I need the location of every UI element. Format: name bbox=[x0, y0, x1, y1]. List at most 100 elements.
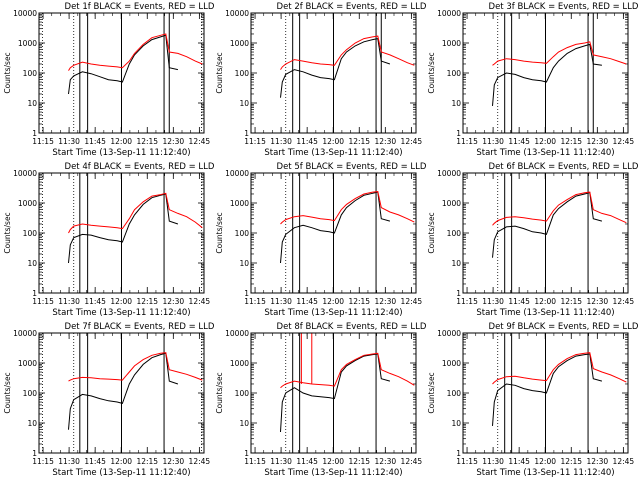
y-tick-label: 10000 bbox=[13, 9, 37, 18]
chart-panel-8: Det 8f BLACK = Events, RED = LLD Counts/s… bbox=[215, 322, 427, 478]
y-tick-label: 10000 bbox=[437, 329, 461, 338]
x-tick-label: 12:15 bbox=[348, 297, 370, 306]
plot-frame bbox=[462, 12, 629, 134]
x-tick-label: 12:45 bbox=[613, 137, 635, 146]
y-axis-label: Counts/sec bbox=[3, 212, 12, 253]
x-tick-label: 12:15 bbox=[560, 297, 582, 306]
x-tick-label: 12:00 bbox=[534, 297, 556, 306]
x-axis-label: Start Time (13-Sep-11 11:12:40) bbox=[52, 148, 190, 158]
x-tick-label: 12:45 bbox=[401, 297, 423, 306]
y-tick-label: 1000 bbox=[442, 39, 461, 48]
y-tick-label: 100 bbox=[23, 389, 38, 398]
x-tick-label: 11:15 bbox=[244, 137, 266, 146]
y-axis-label: Counts/sec bbox=[3, 372, 12, 413]
events-line bbox=[280, 191, 391, 264]
y-axis-label: Counts/sec bbox=[215, 212, 224, 253]
x-tick-label: 12:15 bbox=[560, 457, 582, 466]
y-tick-label: 10 bbox=[27, 419, 37, 428]
x-tick-label: 11:15 bbox=[244, 457, 266, 466]
x-tick-label: 11:15 bbox=[32, 297, 54, 306]
x-tick-label: 11:45 bbox=[296, 137, 318, 146]
x-tick-label: 12:15 bbox=[348, 457, 370, 466]
y-tick-label: 100 bbox=[23, 229, 38, 238]
x-tick-label: 12:45 bbox=[613, 457, 635, 466]
chart-panel-1: Det 1f BLACK = Events, RED = LLD Counts/s… bbox=[3, 2, 215, 158]
x-tick-label: 12:45 bbox=[613, 297, 635, 306]
y-tick-label: 1 bbox=[244, 129, 249, 138]
y-tick-label: 1000 bbox=[230, 39, 249, 48]
chart-panel-5: Det 5f BLACK = Events, RED = LLD Counts/s… bbox=[215, 162, 427, 318]
x-tick-label: 11:30 bbox=[482, 137, 504, 146]
y-tick-label: 10 bbox=[239, 99, 249, 108]
chart-panel-3: Det 3f BLACK = Events, RED = LLD Counts/s… bbox=[427, 2, 639, 158]
x-axis-label: Start Time (13-Sep-11 11:12:40) bbox=[476, 468, 614, 478]
x-tick-label: 12:15 bbox=[348, 137, 370, 146]
y-tick-label: 1000 bbox=[18, 359, 37, 368]
y-tick-label: 10000 bbox=[225, 9, 249, 18]
chart-title: Det 6f BLACK = Events, RED = LLD bbox=[489, 162, 639, 172]
y-tick-label: 10 bbox=[451, 259, 461, 268]
events-line bbox=[280, 38, 391, 98]
x-tick-label: 12:15 bbox=[560, 137, 582, 146]
y-tick-label: 10000 bbox=[13, 169, 37, 178]
lld-line bbox=[280, 191, 415, 225]
x-tick-label: 11:45 bbox=[296, 457, 318, 466]
events-line bbox=[68, 193, 179, 264]
x-tick-label: 12:00 bbox=[322, 457, 344, 466]
y-tick-label: 1000 bbox=[18, 39, 37, 48]
x-tick-label: 12:30 bbox=[375, 137, 397, 146]
x-tick-label: 12:45 bbox=[189, 457, 211, 466]
plot-frame bbox=[250, 172, 417, 294]
x-tick-label: 11:45 bbox=[508, 297, 530, 306]
chart-title: Det 9f BLACK = Events, RED = LLD bbox=[489, 322, 639, 332]
x-tick-label: 12:30 bbox=[163, 137, 185, 146]
x-tick-label: 12:15 bbox=[136, 137, 158, 146]
x-tick-label: 12:30 bbox=[587, 457, 609, 466]
events-line bbox=[68, 352, 179, 430]
x-tick-label: 12:30 bbox=[163, 297, 185, 306]
x-tick-label: 12:00 bbox=[534, 457, 556, 466]
y-tick-label: 1 bbox=[456, 449, 461, 458]
x-tick-label: 11:30 bbox=[270, 137, 292, 146]
y-tick-label: 10000 bbox=[437, 169, 461, 178]
lld-line bbox=[492, 191, 627, 226]
y-tick-label: 10000 bbox=[437, 9, 461, 18]
x-tick-label: 11:30 bbox=[58, 297, 80, 306]
x-tick-label: 11:15 bbox=[244, 297, 266, 306]
events-line bbox=[492, 353, 603, 426]
x-tick-label: 12:45 bbox=[189, 137, 211, 146]
y-tick-label: 10 bbox=[27, 259, 37, 268]
y-tick-label: 100 bbox=[235, 69, 250, 78]
y-tick-label: 1 bbox=[32, 289, 37, 298]
x-tick-label: 11:15 bbox=[32, 457, 54, 466]
x-tick-label: 11:30 bbox=[482, 297, 504, 306]
lld-line bbox=[280, 35, 415, 70]
chart-title: Det 2f BLACK = Events, RED = LLD bbox=[277, 2, 427, 12]
lld-line bbox=[68, 33, 203, 71]
x-tick-label: 12:30 bbox=[587, 297, 609, 306]
x-axis-label: Start Time (13-Sep-11 11:12:40) bbox=[52, 308, 190, 318]
x-tick-label: 12:30 bbox=[375, 297, 397, 306]
x-tick-label: 11:45 bbox=[296, 297, 318, 306]
y-tick-label: 10 bbox=[239, 259, 249, 268]
x-tick-label: 11:15 bbox=[456, 137, 478, 146]
x-tick-label: 12:00 bbox=[110, 297, 132, 306]
x-tick-label: 11:30 bbox=[270, 297, 292, 306]
x-tick-label: 12:30 bbox=[587, 137, 609, 146]
y-tick-label: 1000 bbox=[230, 199, 249, 208]
chart-title: Det 5f BLACK = Events, RED = LLD bbox=[277, 162, 427, 172]
y-axis-label: Counts/sec bbox=[3, 52, 12, 93]
x-tick-label: 12:30 bbox=[375, 457, 397, 466]
plot-frame bbox=[38, 332, 205, 454]
chart-title: Det 3f BLACK = Events, RED = LLD bbox=[489, 2, 639, 12]
plot-frame bbox=[38, 172, 205, 294]
x-axis-label: Start Time (13-Sep-11 11:12:40) bbox=[264, 308, 402, 318]
y-tick-label: 10 bbox=[239, 419, 249, 428]
y-tick-label: 10000 bbox=[225, 329, 249, 338]
plot-frame bbox=[250, 12, 417, 134]
y-tick-label: 100 bbox=[447, 69, 462, 78]
events-line bbox=[280, 353, 391, 433]
chart-panel-2: Det 2f BLACK = Events, RED = LLD Counts/s… bbox=[215, 2, 427, 158]
y-tick-label: 100 bbox=[235, 389, 250, 398]
